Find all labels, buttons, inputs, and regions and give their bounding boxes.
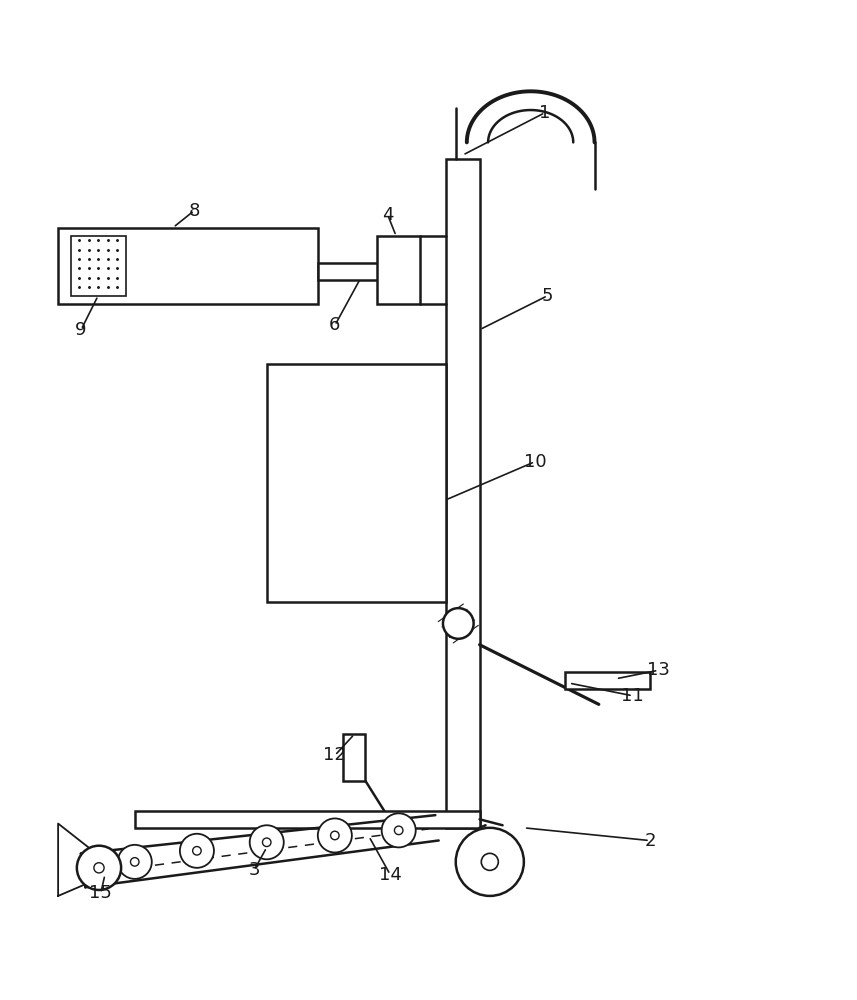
Text: 11: 11 [621, 687, 644, 705]
Circle shape [482, 853, 498, 870]
Bar [377, 236, 420, 304]
Text: 8: 8 [189, 202, 200, 220]
Text: 10: 10 [524, 453, 546, 471]
Circle shape [394, 826, 403, 835]
Text: 13: 13 [647, 661, 670, 679]
Circle shape [117, 845, 152, 879]
Circle shape [262, 838, 271, 847]
Text: 6: 6 [329, 316, 340, 334]
Text: 5: 5 [542, 287, 554, 305]
Bar [267, 364, 446, 602]
Bar [565, 672, 650, 689]
Text: 4: 4 [382, 206, 393, 224]
Circle shape [180, 834, 214, 868]
Circle shape [249, 825, 284, 859]
Circle shape [193, 847, 201, 855]
Circle shape [77, 846, 121, 890]
Circle shape [456, 828, 524, 896]
Text: 1: 1 [539, 104, 551, 122]
Text: 14: 14 [379, 866, 402, 884]
Circle shape [318, 818, 352, 852]
Text: 15: 15 [89, 884, 112, 902]
Text: 9: 9 [75, 321, 87, 339]
Circle shape [130, 858, 139, 866]
Circle shape [331, 831, 339, 840]
Bar [344, 734, 365, 781]
Bar [446, 159, 480, 828]
Bar [58, 228, 318, 304]
Bar [135, 811, 480, 828]
Circle shape [381, 813, 416, 847]
Text: 12: 12 [323, 746, 346, 764]
Circle shape [94, 863, 104, 873]
Bar [318, 263, 394, 280]
Text: 3: 3 [249, 861, 260, 879]
Circle shape [443, 608, 474, 639]
Bar [71, 236, 126, 296]
Text: 2: 2 [644, 832, 656, 850]
